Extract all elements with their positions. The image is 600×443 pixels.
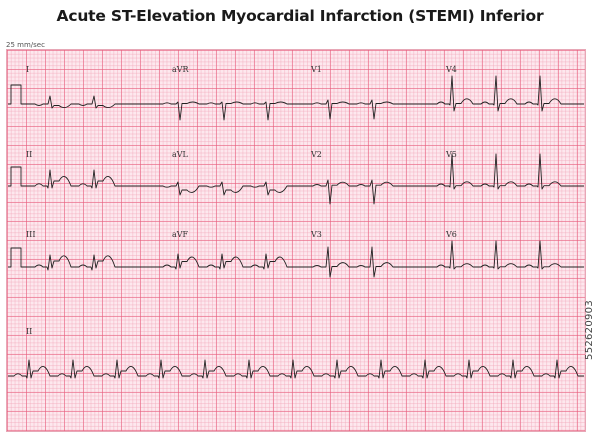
lead-label-v5: V5 [445,150,457,159]
ecg-trace-v4 [426,75,584,112]
lead-label-rhythm-ii: II [26,327,32,336]
ecg-trace-v2 [291,179,426,205]
ecg-trace-v6 [426,240,584,270]
ecg-grid-paper [6,49,586,432]
ecg-tracing: I aVR V1 V4 II aVL V2 V5 III aVF V3 V6 I… [8,65,584,379]
ecg-trace-v3 [291,246,426,278]
lead-label-i: I [26,65,29,74]
lead-label-v1: V1 [310,65,322,74]
ecg-trace-v1 [291,99,426,120]
ecg-trace-v5 [426,153,584,190]
ecg-trace-avf [150,253,291,270]
diagram-title: Acute ST-Elevation Myocardial Infarction… [56,7,544,25]
stock-id-watermark: 552620903 [584,300,595,360]
lead-label-avr: aVR [172,65,190,74]
ecg-trace-i [8,84,150,109]
lead-label-v2: V2 [310,150,322,159]
lead-labels: I aVR V1 V4 II aVL V2 V5 III aVF V3 V6 I… [26,65,457,336]
lead-label-avl: aVL [172,150,189,159]
lead-label-iii: III [26,230,35,239]
paper-speed-label: 25 mm/sec [6,41,45,49]
ecg-trace-rhythm-ii [8,359,584,379]
ecg-trace-avl [150,181,291,196]
lead-label-avf: aVF [172,230,189,239]
ecg-trace-ii [8,166,150,189]
lead-label-v6: V6 [445,230,457,239]
lead-label-v3: V3 [310,230,322,239]
lead-label-v4: V4 [445,65,457,74]
lead-label-ii: II [26,150,32,159]
ecg-trace-iii [8,247,150,271]
ecg-traces [8,75,584,379]
ecg-trace-avr [150,101,291,121]
